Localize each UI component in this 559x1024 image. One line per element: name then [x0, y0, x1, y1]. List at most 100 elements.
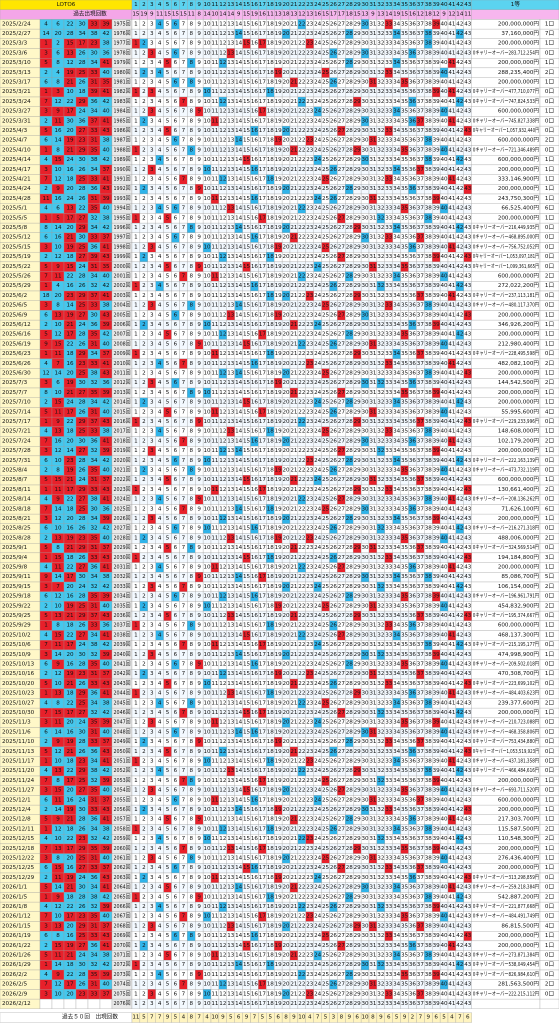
grid-number: 1 — [134, 312, 138, 318]
grid-number: 30 — [361, 400, 369, 406]
number-header: 23 — [306, 2, 314, 8]
grid-number: 30 — [361, 273, 369, 279]
grid-number: 2 — [142, 380, 146, 386]
grid-number: 15 — [243, 283, 251, 289]
grid-number: 22 — [298, 89, 305, 95]
grid-number: 15 — [243, 458, 251, 464]
grid-number: 9 — [197, 312, 201, 318]
grid-number: 37 — [417, 31, 425, 37]
draw-date: 2025/5/26 — [2, 273, 31, 279]
grid-number: 9 — [197, 351, 201, 357]
grid-number: 26 — [330, 332, 338, 338]
grid-number: 43 — [464, 128, 472, 134]
grid-number: 22 — [298, 264, 305, 270]
grid-number: 32 — [377, 128, 384, 134]
draw-number: 1992回 — [114, 185, 131, 192]
grid-number: 41 — [448, 254, 456, 260]
grid-number: 42 — [456, 254, 463, 260]
grid-number: 3 — [150, 264, 154, 270]
winning-number: 6 — [56, 50, 60, 56]
grid-number: 21 — [290, 109, 298, 115]
grid-number: 34 — [393, 128, 401, 134]
grid-number: 11 — [211, 225, 219, 231]
grid-number: 3 — [150, 400, 154, 406]
grid-number: 10 — [203, 264, 211, 270]
grid-number: 37 — [417, 186, 425, 192]
grid-number: 9 — [197, 31, 201, 37]
grid-number: 9 — [197, 380, 201, 386]
grid-number: 37 — [417, 167, 425, 173]
grid-number: 34 — [393, 50, 401, 56]
grid-number: 35 — [401, 176, 409, 182]
grid-number: 30 — [361, 215, 369, 221]
grid-number: 5 — [166, 264, 170, 270]
grid-number: 13 — [227, 99, 235, 105]
winning-number: 34 — [78, 31, 86, 37]
grid-number: 20 — [282, 60, 290, 66]
winning-number: 30 — [66, 118, 74, 124]
grid-number: 22 — [298, 303, 305, 309]
grid-number: 8 — [189, 264, 193, 270]
grid-number: 34 — [393, 186, 401, 192]
winning-number: 25 — [78, 303, 86, 309]
grid-number: 26 — [330, 254, 338, 260]
winning-number: 29 — [78, 99, 86, 105]
grid-number: 18 — [267, 448, 275, 454]
grid-number: 18 — [267, 157, 275, 163]
winning-number: 3 — [44, 50, 48, 56]
grid-number: 24 — [314, 60, 322, 66]
grid-number: 19 — [275, 225, 283, 231]
grid-number: 9 — [197, 70, 201, 76]
grid-number: 38 — [425, 157, 433, 163]
winning-number: 14 — [66, 303, 74, 309]
grid-number: 20 — [282, 128, 290, 134]
grid-number: 36 — [409, 264, 417, 270]
grid-number: 16 — [251, 89, 259, 95]
grid-number: 23 — [306, 206, 314, 212]
grid-number: 35 — [401, 60, 409, 66]
grid-number: 7 — [182, 390, 186, 396]
grid-number: 42 — [456, 206, 463, 212]
grid-number: 38 — [425, 41, 433, 47]
grid-number: 30 — [361, 60, 369, 66]
grid-number: 5 — [166, 458, 170, 464]
count-header: 15 — [354, 12, 362, 18]
grid-number: 31 — [369, 419, 377, 425]
winning-number: 23 — [78, 361, 86, 367]
grid-number: 28 — [346, 322, 354, 328]
grid-number: 31 — [369, 235, 377, 241]
winning-number: 4 — [44, 157, 48, 163]
grid-number: 5 — [166, 244, 170, 250]
grid-number: 6 — [174, 70, 178, 76]
grid-number: 12 — [219, 79, 226, 85]
grid-number: 36 — [409, 196, 417, 202]
grid-number: 15 — [243, 225, 251, 231]
grid-number: 6 — [174, 283, 178, 289]
grid-number: 18 — [267, 380, 275, 386]
grid-number: 35 — [401, 409, 409, 415]
grid-number: 43 — [464, 138, 472, 144]
winners: 0口 — [545, 127, 554, 134]
count-header: 14 — [219, 12, 227, 18]
grid-number: 36 — [409, 79, 417, 85]
grid-number: 13 — [227, 458, 235, 464]
grid-number: 23 — [306, 332, 314, 338]
winning-number: 20 — [66, 370, 74, 376]
grid-number: 35 — [401, 264, 409, 270]
grid-number: 32 — [377, 419, 384, 425]
winning-number: 34 — [90, 400, 98, 406]
grid-number: 37 — [417, 361, 425, 367]
grid-number: 2 — [142, 351, 146, 357]
grid-number: 24 — [314, 109, 322, 115]
grid-number: 25 — [322, 283, 330, 289]
grid-number: 10 — [203, 458, 211, 464]
grid-number: 42 — [456, 31, 463, 37]
winning-number: 40 — [102, 273, 110, 279]
winning-number: 2 — [44, 70, 48, 76]
grid-number: 32 — [377, 273, 384, 279]
grid-number: 5 — [166, 312, 170, 318]
grid-number: 26 — [330, 50, 338, 56]
grid-number: 23 — [306, 138, 314, 144]
grid-number: 15 — [243, 244, 251, 250]
grid-number: 22 — [298, 31, 305, 37]
